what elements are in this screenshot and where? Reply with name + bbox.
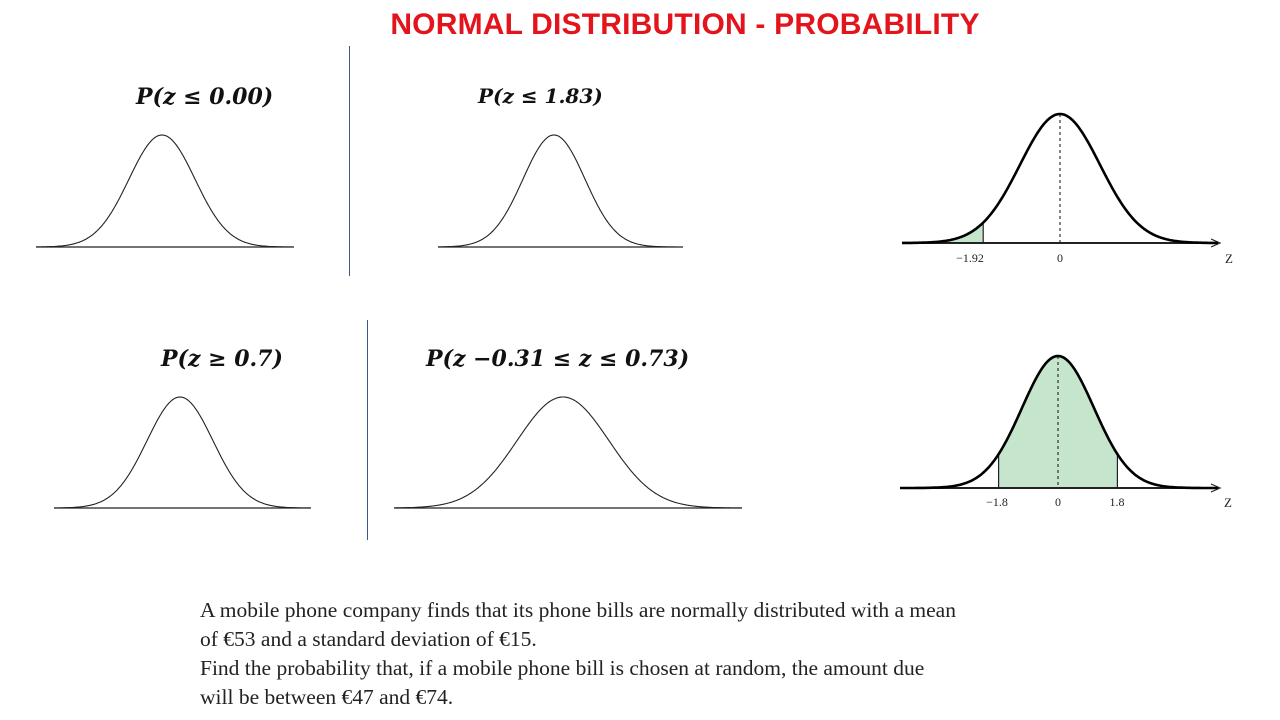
problem-line-1: A mobile phone company finds that its ph… xyxy=(200,598,956,622)
bell-a xyxy=(36,134,294,248)
page-title: NORMAL DISTRIBUTION - PROBABILITY xyxy=(390,8,980,41)
axis-label-z-1: Z xyxy=(1225,251,1233,266)
exercise-label-a: P(z ≤ 0.00) xyxy=(136,84,274,110)
problem-line-4: will be between €47 and €74. xyxy=(200,685,454,709)
tick-label-zero-1: 0 xyxy=(1057,251,1063,265)
problem-line-2: of €53 and a standard deviation of €15. xyxy=(200,627,537,651)
curve-exercise-d xyxy=(394,396,742,509)
example-left-tail: −1.92 0 Z xyxy=(902,112,1233,266)
bell-example-1 xyxy=(902,112,1218,245)
bell-d xyxy=(394,396,742,509)
curve-exercise-c xyxy=(54,396,311,509)
curve-exercise-a xyxy=(36,134,294,248)
axis-label-z-2: Z xyxy=(1224,495,1232,510)
problem-line-3: Find the probability that, if a mobile p… xyxy=(200,656,925,680)
problem-text: A mobile phone company finds that its ph… xyxy=(200,596,1160,712)
bell-c xyxy=(54,396,311,509)
bell-example-2 xyxy=(900,354,1218,490)
exercise-label-c: P(z ≥ 0.7) xyxy=(161,346,283,372)
tick-label-neg192: −1.92 xyxy=(956,251,984,265)
tick-label-neg18: −1.8 xyxy=(986,495,1008,509)
tick-label-zero-2: 0 xyxy=(1055,495,1061,509)
example-middle: −1.8 0 1.8 Z xyxy=(900,354,1232,510)
divider-top xyxy=(349,46,350,276)
exercise-label-b: P(z ≤ 1.83) xyxy=(478,84,603,108)
divider-bottom xyxy=(367,320,368,540)
tick-label-18: 1.8 xyxy=(1110,495,1125,509)
shade-left-tail xyxy=(902,222,984,243)
axis-arrow-2 xyxy=(1210,483,1222,493)
title-area: NORMAL DISTRIBUTION - PROBABILITY xyxy=(0,0,1280,50)
axis-arrow-1 xyxy=(1210,238,1222,248)
exercise-label-d: P(z −0.31 ≤ z ≤ 0.73) xyxy=(426,346,690,372)
bell-b xyxy=(438,134,683,248)
curve-exercise-b xyxy=(438,134,683,248)
